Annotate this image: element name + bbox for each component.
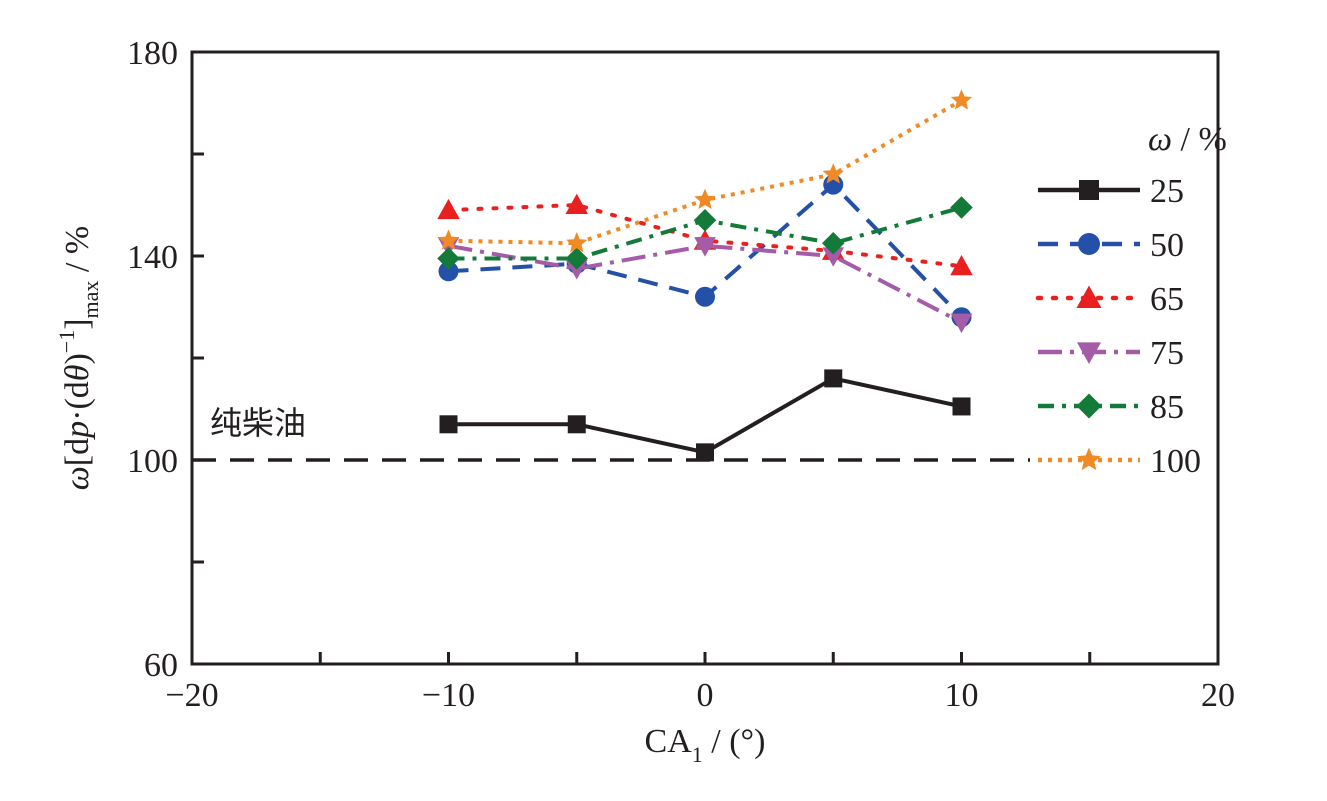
data-point — [696, 443, 714, 462]
x-tick-label: −10 — [422, 677, 475, 714]
data-point — [824, 369, 843, 388]
x-tick-label: 0 — [697, 677, 714, 714]
data-point — [565, 247, 588, 270]
series-85 — [437, 196, 973, 270]
data-point — [437, 229, 460, 250]
x-axis-label: CA1 / (°) — [645, 723, 766, 767]
reference-label: 纯柴油 — [210, 404, 306, 442]
data-point — [1077, 342, 1101, 364]
data-point — [565, 260, 588, 280]
reference-group: 纯柴油 — [192, 404, 1030, 462]
data-point — [950, 254, 973, 276]
data-point — [952, 397, 971, 416]
legend-item-65: 65 — [1035, 281, 1184, 318]
data-point — [693, 209, 717, 232]
series-65 — [437, 193, 973, 276]
data-point — [694, 237, 716, 257]
legend-label: 65 — [1150, 281, 1184, 318]
data-point — [565, 193, 588, 214]
legend-label: 25 — [1150, 173, 1184, 210]
data-point — [567, 415, 586, 434]
data-point — [1078, 233, 1100, 255]
data-point — [438, 261, 459, 282]
series-group — [437, 89, 973, 462]
ticks: −20 −10 0 10 20 60 100 140 180 — [127, 35, 1235, 714]
legend-item-50: 50 — [1038, 227, 1184, 264]
legend-item-75: 75 — [1038, 335, 1184, 372]
data-point — [1077, 447, 1101, 471]
series-75 — [437, 237, 973, 334]
data-point — [950, 313, 973, 334]
data-point — [1079, 180, 1099, 200]
legend-item-100: 100 — [1038, 443, 1201, 480]
x-tick-label: 20 — [1201, 677, 1235, 714]
series-100 — [437, 89, 973, 253]
legend-label: 75 — [1150, 335, 1184, 372]
y-tick-label: 100 — [127, 443, 178, 480]
x-tick-label: 10 — [945, 677, 979, 714]
legend-item-25: 25 — [1038, 173, 1184, 210]
series-line — [446, 203, 964, 269]
series-line — [448, 376, 962, 455]
data-point — [437, 198, 460, 220]
data-point — [822, 163, 844, 184]
legend: 25 50 65 75 85 100 — [1035, 173, 1201, 480]
plot-frame — [190, 50, 1220, 666]
data-point — [439, 415, 458, 434]
legend-label: 100 — [1150, 443, 1201, 480]
legend-title: ω / % — [1148, 121, 1227, 158]
x-tick-label: −20 — [165, 677, 218, 714]
data-point — [437, 237, 460, 257]
data-point — [566, 232, 588, 253]
legend-label: 85 — [1150, 389, 1184, 426]
y-axis-label: ω[dp·(dθ)−1]max / % — [54, 226, 103, 490]
y-tick-label: 140 — [127, 239, 178, 276]
data-point — [822, 247, 845, 267]
data-point — [950, 196, 973, 219]
data-point — [695, 286, 715, 307]
series-25 — [439, 369, 971, 462]
legend-label: 50 — [1150, 227, 1184, 264]
data-point — [950, 89, 973, 110]
data-point — [1076, 393, 1102, 419]
data-point — [1076, 285, 1102, 308]
data-point — [822, 232, 845, 255]
data-point — [437, 247, 460, 270]
y-tick-label: 60 — [144, 647, 178, 684]
legend-item-85: 85 — [1038, 389, 1184, 426]
data-point — [694, 188, 716, 209]
y-tick-label: 180 — [127, 35, 178, 72]
